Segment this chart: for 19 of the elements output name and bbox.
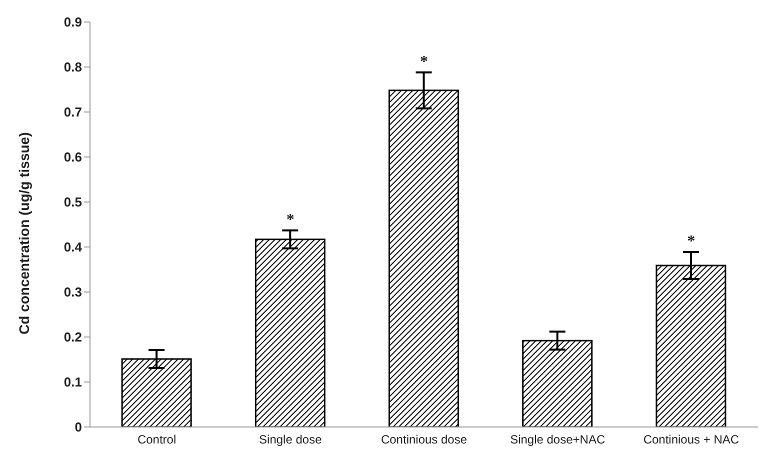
annotation: *	[420, 53, 428, 70]
y-tick-label: 0.1	[64, 374, 82, 390]
y-tick-label: 0.7	[64, 104, 82, 120]
y-axis-title: Cd concentration (ug/g tissue)	[16, 132, 32, 334]
y-tick-label: 0.9	[64, 14, 82, 30]
x-tick-label: Continious dose	[380, 432, 468, 447]
y-tick-label: 0.8	[64, 60, 82, 75]
x-tick-label: Control	[137, 432, 176, 447]
x-tick-label: Single dose	[259, 432, 322, 447]
y-tick-label: 0.2	[64, 330, 82, 345]
y-tick-label: 0.6	[64, 150, 82, 165]
x-tick-label: Continious + NAC	[643, 432, 740, 447]
y-tick-label: 0.5	[64, 194, 82, 210]
y-tick-label: 0.4	[64, 240, 83, 255]
y-tick-label: 0	[74, 420, 82, 435]
annotation: *	[687, 232, 696, 250]
annotation: *	[286, 211, 294, 228]
y-tick-label: 0.3	[64, 284, 82, 300]
x-tick-label: Single dose+NAC	[510, 432, 606, 447]
